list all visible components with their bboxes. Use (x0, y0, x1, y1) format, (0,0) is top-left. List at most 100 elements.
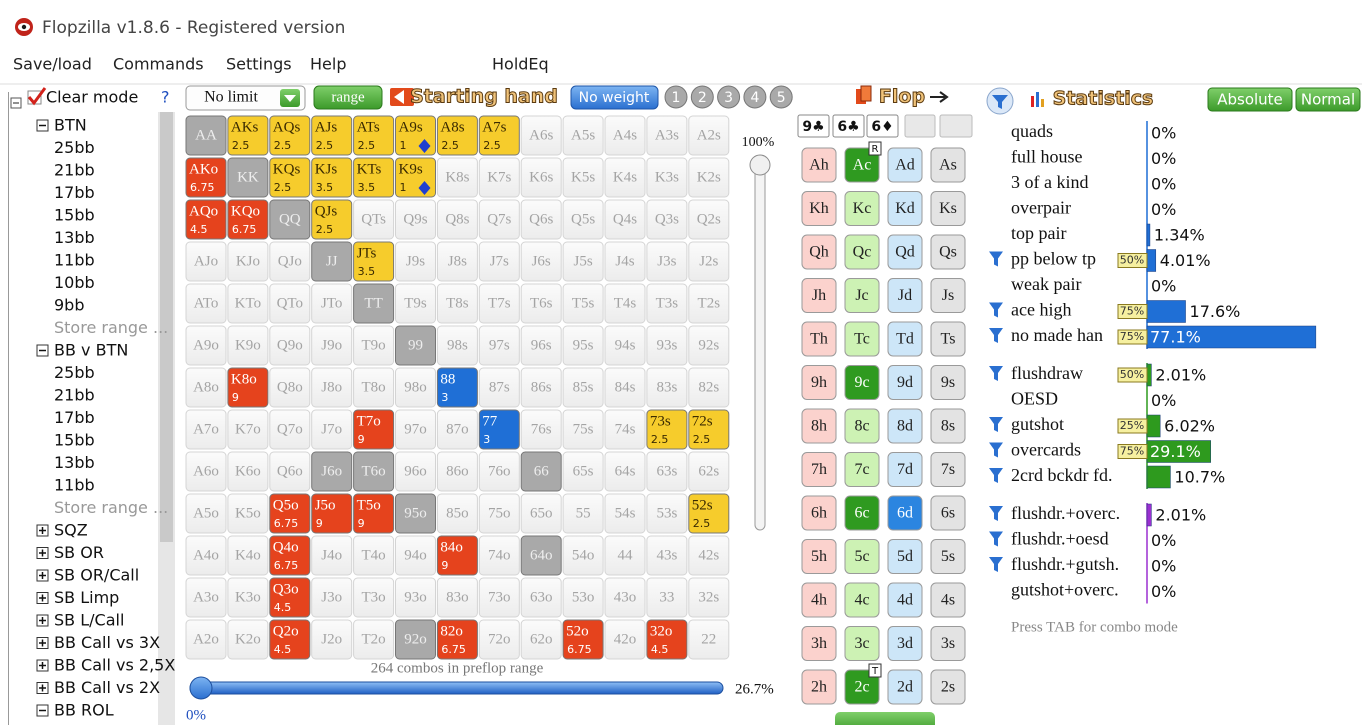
menu-item[interactable]: Commands (113, 55, 204, 74)
hand-cell[interactable] (562, 409, 604, 450)
tree-item[interactable]: 15bb (54, 206, 95, 225)
hand-cell[interactable] (185, 619, 227, 660)
hand-cell[interactable] (395, 409, 436, 450)
hand-cell[interactable] (436, 577, 478, 618)
tree-item[interactable]: 11bb (54, 251, 95, 270)
stat-name[interactable]: gutshot (1011, 414, 1064, 434)
hand-cell[interactable] (436, 115, 478, 156)
tree-item[interactable]: 11bb (54, 476, 95, 495)
turn-slot[interactable] (904, 114, 936, 138)
hand-cell[interactable] (395, 325, 436, 366)
card[interactable] (844, 191, 880, 226)
hand-cell[interactable] (604, 157, 646, 198)
tree-folder[interactable]: BB Call vs 2,5X (54, 656, 175, 675)
card[interactable] (930, 582, 966, 618)
hand-cell[interactable] (311, 493, 353, 534)
tree-folder[interactable]: SQZ (54, 521, 88, 540)
stats-mode-button[interactable] (1207, 87, 1293, 112)
hand-cell[interactable] (562, 283, 604, 324)
hand-cell[interactable] (185, 577, 227, 618)
card[interactable] (801, 539, 837, 574)
stat-name[interactable]: 2crd bckdr fd. (1011, 465, 1112, 485)
limit-dropdown[interactable] (185, 85, 306, 111)
hand-cell[interactable] (395, 283, 436, 324)
tree-folder[interactable]: BB v BTN (54, 341, 128, 360)
weight-slot[interactable] (717, 85, 741, 109)
hand-cell[interactable] (311, 577, 353, 618)
hand-cell[interactable] (604, 577, 646, 618)
tree-item[interactable]: 21bb (54, 161, 95, 180)
card[interactable] (930, 626, 966, 661)
tree-folder[interactable]: BB Call vs 2X (54, 678, 160, 697)
card[interactable] (844, 321, 880, 357)
hand-cell[interactable] (478, 451, 520, 492)
tree-item[interactable]: 17bb (54, 183, 95, 202)
tree-folder[interactable]: SB OR (54, 543, 104, 562)
weight-slot[interactable] (769, 85, 793, 109)
range-button[interactable] (313, 85, 383, 110)
menu-item[interactable]: Save/load (13, 55, 92, 74)
card[interactable] (844, 539, 880, 574)
hand-cell[interactable] (395, 619, 436, 660)
hand-cell[interactable] (395, 241, 436, 282)
hand-cell[interactable] (520, 451, 562, 492)
card[interactable] (844, 278, 880, 313)
hand-cell[interactable] (688, 409, 730, 450)
hand-cell[interactable] (311, 199, 353, 240)
hand-cell[interactable] (395, 451, 436, 492)
stat-name[interactable]: pp below tp (1011, 249, 1096, 269)
hand-cell[interactable] (311, 409, 353, 450)
help-button[interactable]: ? (161, 88, 170, 107)
hand-cell[interactable] (311, 325, 353, 366)
hand-cell[interactable] (227, 493, 269, 534)
card[interactable] (887, 147, 923, 183)
row-filter[interactable] (989, 506, 1003, 521)
hand-cell[interactable] (227, 115, 269, 156)
card[interactable] (801, 191, 837, 226)
card[interactable] (844, 669, 880, 705)
hand-cell[interactable] (562, 367, 604, 408)
hand-cell[interactable] (185, 535, 227, 576)
hand-cell[interactable] (478, 115, 520, 156)
hand-cell[interactable] (478, 241, 520, 282)
hand-cell[interactable] (562, 451, 604, 492)
card[interactable] (930, 147, 966, 183)
stat-name[interactable]: flushdr.+gutsh. (1011, 554, 1119, 574)
stat-name[interactable]: ace high (1011, 300, 1071, 320)
hand-cell[interactable] (646, 241, 688, 282)
hand-cell[interactable] (604, 493, 646, 534)
weight-slider-knob[interactable] (749, 154, 771, 176)
weight-slider-track[interactable] (754, 157, 766, 531)
hand-cell[interactable] (395, 577, 436, 618)
row-filter[interactable] (989, 557, 1003, 572)
hand-cell[interactable] (353, 115, 395, 156)
stat-name[interactable]: weak pair (1011, 274, 1081, 294)
hand-cell[interactable] (185, 199, 227, 240)
stat-name[interactable]: flushdr.+overc. (1011, 503, 1120, 523)
hand-cell[interactable] (562, 157, 604, 198)
hand-cell[interactable] (688, 241, 730, 282)
hand-cell[interactable] (520, 535, 562, 576)
row-filter[interactable] (989, 468, 1003, 483)
hand-cell[interactable] (436, 241, 478, 282)
hand-cell[interactable] (520, 325, 562, 366)
stat-name[interactable]: 3 of a kind (1011, 172, 1088, 192)
hand-cell[interactable] (185, 451, 227, 492)
stat-name[interactable]: flushdr.+oesd (1011, 529, 1109, 549)
hand-cell[interactable] (269, 535, 311, 576)
hand-cell[interactable] (436, 451, 478, 492)
hand-cell[interactable] (520, 241, 562, 282)
hand-cell[interactable] (436, 535, 478, 576)
card[interactable] (930, 234, 966, 270)
stat-name[interactable]: quads (1011, 121, 1053, 141)
hand-cell[interactable] (604, 619, 646, 660)
card[interactable] (801, 234, 837, 270)
board-card[interactable] (866, 114, 899, 138)
range-slider-knob[interactable] (189, 676, 213, 700)
card[interactable] (801, 321, 837, 357)
tree-item[interactable]: 9bb (54, 296, 85, 315)
clear-board-button[interactable] (835, 712, 935, 725)
card[interactable] (930, 669, 966, 705)
hand-cell[interactable] (520, 367, 562, 408)
card[interactable] (930, 539, 966, 574)
